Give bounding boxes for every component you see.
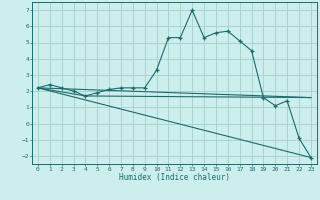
X-axis label: Humidex (Indice chaleur): Humidex (Indice chaleur)	[119, 173, 230, 182]
